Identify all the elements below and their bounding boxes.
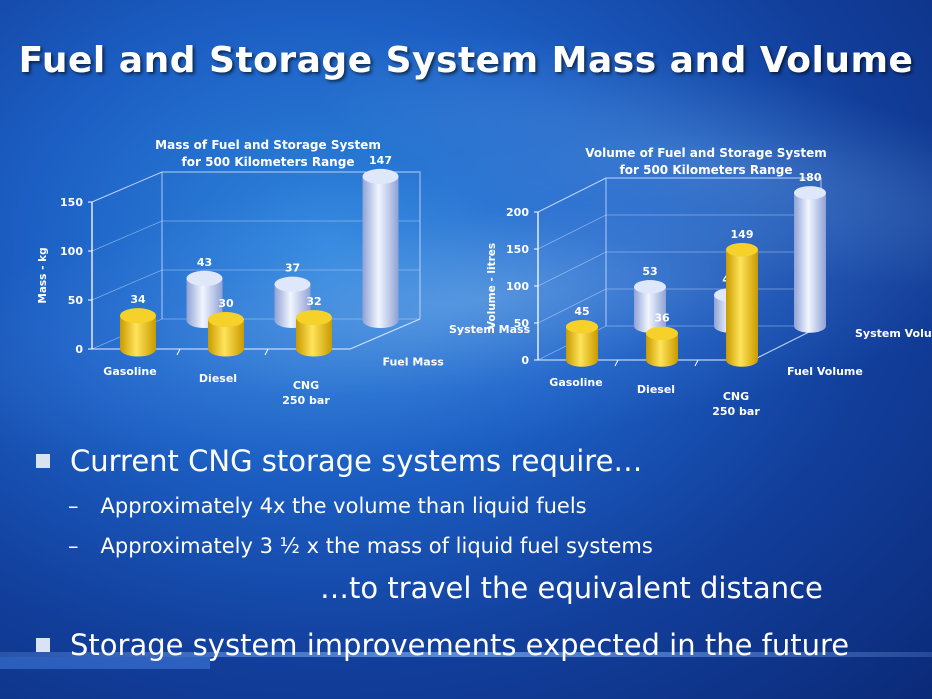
gridline: [91, 171, 420, 203]
gridline: [91, 220, 420, 252]
gridline: [91, 269, 420, 301]
gridline: [537, 214, 821, 250]
fuel-bar: [208, 319, 244, 357]
chart-title: Volume of Fuel and Storage System: [585, 146, 827, 160]
gridline: [537, 251, 821, 287]
bar-top: [726, 243, 758, 257]
bar-top: [274, 276, 311, 292]
fuel-bar: [646, 333, 678, 367]
slide-title: Fuel and Storage System Mass and Volume: [18, 40, 914, 81]
bar-top: [646, 326, 678, 341]
y-axis-label: Volume - litres: [486, 243, 498, 329]
category-label: CNG: [723, 390, 749, 403]
bar-top: [120, 308, 156, 324]
y-tick-label: 200: [506, 206, 529, 219]
category-label: Diesel: [637, 383, 675, 396]
y-tick-label: 150: [506, 243, 529, 256]
system-bar: [362, 176, 399, 329]
data-label: 149: [731, 228, 754, 241]
fuel-bar: [726, 249, 758, 367]
decorative-stripe: [0, 652, 932, 657]
x-axis: [92, 318, 421, 350]
gridline: [537, 177, 821, 213]
y-tick-label: 0: [75, 343, 83, 356]
data-label: 43: [197, 256, 212, 269]
category-label: Gasoline: [549, 376, 602, 389]
y-tick-label: 50: [514, 317, 530, 330]
x-tick: [694, 359, 699, 367]
chart-title: for 500 Kilometers Range: [620, 163, 793, 177]
x-tick: [614, 359, 619, 367]
data-label: 180: [799, 171, 822, 184]
x-tick: [176, 348, 181, 356]
category-label: 250 bar: [712, 405, 760, 418]
y-tick-label: 100: [506, 280, 529, 293]
data-label: 34: [130, 293, 146, 306]
category-label: 250 bar: [282, 394, 330, 407]
decorative-stripe-accent: [0, 657, 210, 669]
bar-top: [362, 168, 399, 184]
data-label: 45: [574, 305, 589, 318]
legend-label: System Mass: [449, 323, 531, 336]
fuel-bar: [296, 317, 332, 357]
y-axis-label: Mass - kg: [37, 247, 49, 303]
data-label: 36: [654, 312, 670, 325]
y-tick-label: 50: [68, 294, 84, 307]
bar-top: [634, 280, 666, 294]
bar-top: [208, 312, 244, 328]
legend-label: Fuel Volume: [787, 365, 863, 378]
y-tick-label: 0: [521, 354, 529, 367]
bar-top: [296, 310, 332, 326]
legend-label: Fuel Mass: [383, 356, 445, 369]
gridline: [91, 318, 420, 350]
data-label: 37: [285, 262, 300, 275]
chart-title: for 500 Kilometers Range: [182, 155, 355, 169]
data-label: 32: [306, 295, 321, 308]
bar-top: [566, 319, 598, 334]
chart-title: Mass of Fuel and Storage System: [155, 138, 381, 152]
fuel-bar: [566, 326, 598, 367]
data-label: 147: [369, 154, 392, 167]
category-label: Diesel: [199, 372, 237, 385]
system-bar: [794, 192, 826, 333]
bar-top: [186, 270, 223, 286]
fuel-bar: [120, 315, 156, 357]
category-label: Gasoline: [103, 365, 156, 378]
y-tick-label: 100: [60, 245, 83, 258]
category-label: CNG: [293, 379, 319, 392]
legend-label: System Volume: [855, 327, 932, 340]
data-label: 30: [218, 297, 234, 310]
y-tick-label: 150: [60, 196, 83, 209]
data-label: 53: [642, 265, 657, 278]
system-bar: [634, 286, 666, 333]
x-tick: [264, 348, 269, 356]
bar-top: [794, 186, 826, 200]
